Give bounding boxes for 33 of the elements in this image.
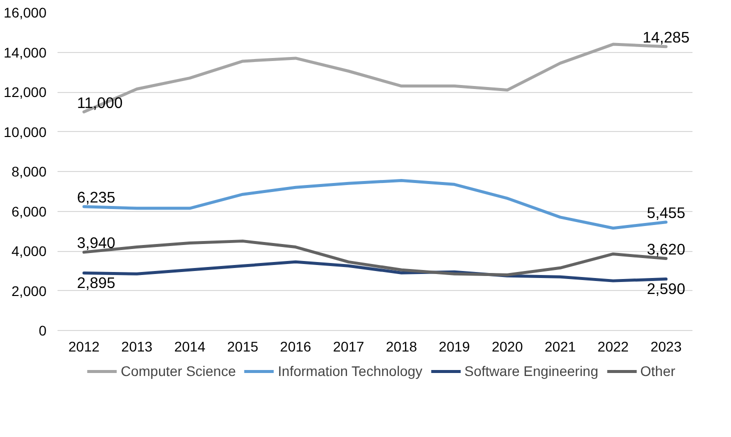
y-tick-label: 14,000 [4, 44, 47, 60]
legend-label: Software Engineering [464, 363, 598, 379]
x-tick-label: 2021 [544, 338, 576, 354]
data-label: 3,940 [76, 235, 116, 252]
x-tick-label: 2019 [438, 338, 470, 354]
data-label: 2,590 [646, 281, 686, 298]
x-tick-label: 2017 [332, 338, 364, 354]
y-tick-label: 16,000 [4, 4, 47, 20]
data-label: 11,000 [76, 94, 123, 112]
y-tick-label: 2,000 [11, 282, 47, 299]
y-tick-label: 0 [38, 322, 47, 338]
x-tick-label: 2018 [386, 338, 418, 354]
data-label: 2,895 [76, 274, 116, 292]
y-tick-label: 6,000 [11, 203, 47, 220]
legend-label: Other [640, 363, 676, 379]
data-label: 14,285 [642, 30, 690, 47]
x-tick-label: 2016 [280, 338, 312, 354]
y-tick-label: 8,000 [11, 164, 47, 180]
x-tick-label: 2022 [598, 338, 629, 354]
x-tick-label: 2014 [174, 338, 206, 354]
legend-label: Computer Science [120, 363, 236, 379]
data-label: 3,620 [646, 242, 686, 259]
x-tick-label: 2023 [650, 338, 682, 354]
legend-label: Information Technology [278, 363, 422, 379]
y-tick-label: 4,000 [11, 243, 47, 259]
y-tick-label: 10,000 [4, 124, 47, 140]
data-label: 6,235 [76, 190, 116, 207]
x-tick-label: 2012 [68, 338, 100, 354]
x-tick-label: 2015 [227, 338, 258, 354]
data-label: 5,455 [646, 205, 686, 222]
x-tick-label: 2013 [121, 338, 153, 354]
x-tick-label: 2020 [492, 338, 524, 354]
y-tick-label: 12,000 [4, 84, 47, 100]
